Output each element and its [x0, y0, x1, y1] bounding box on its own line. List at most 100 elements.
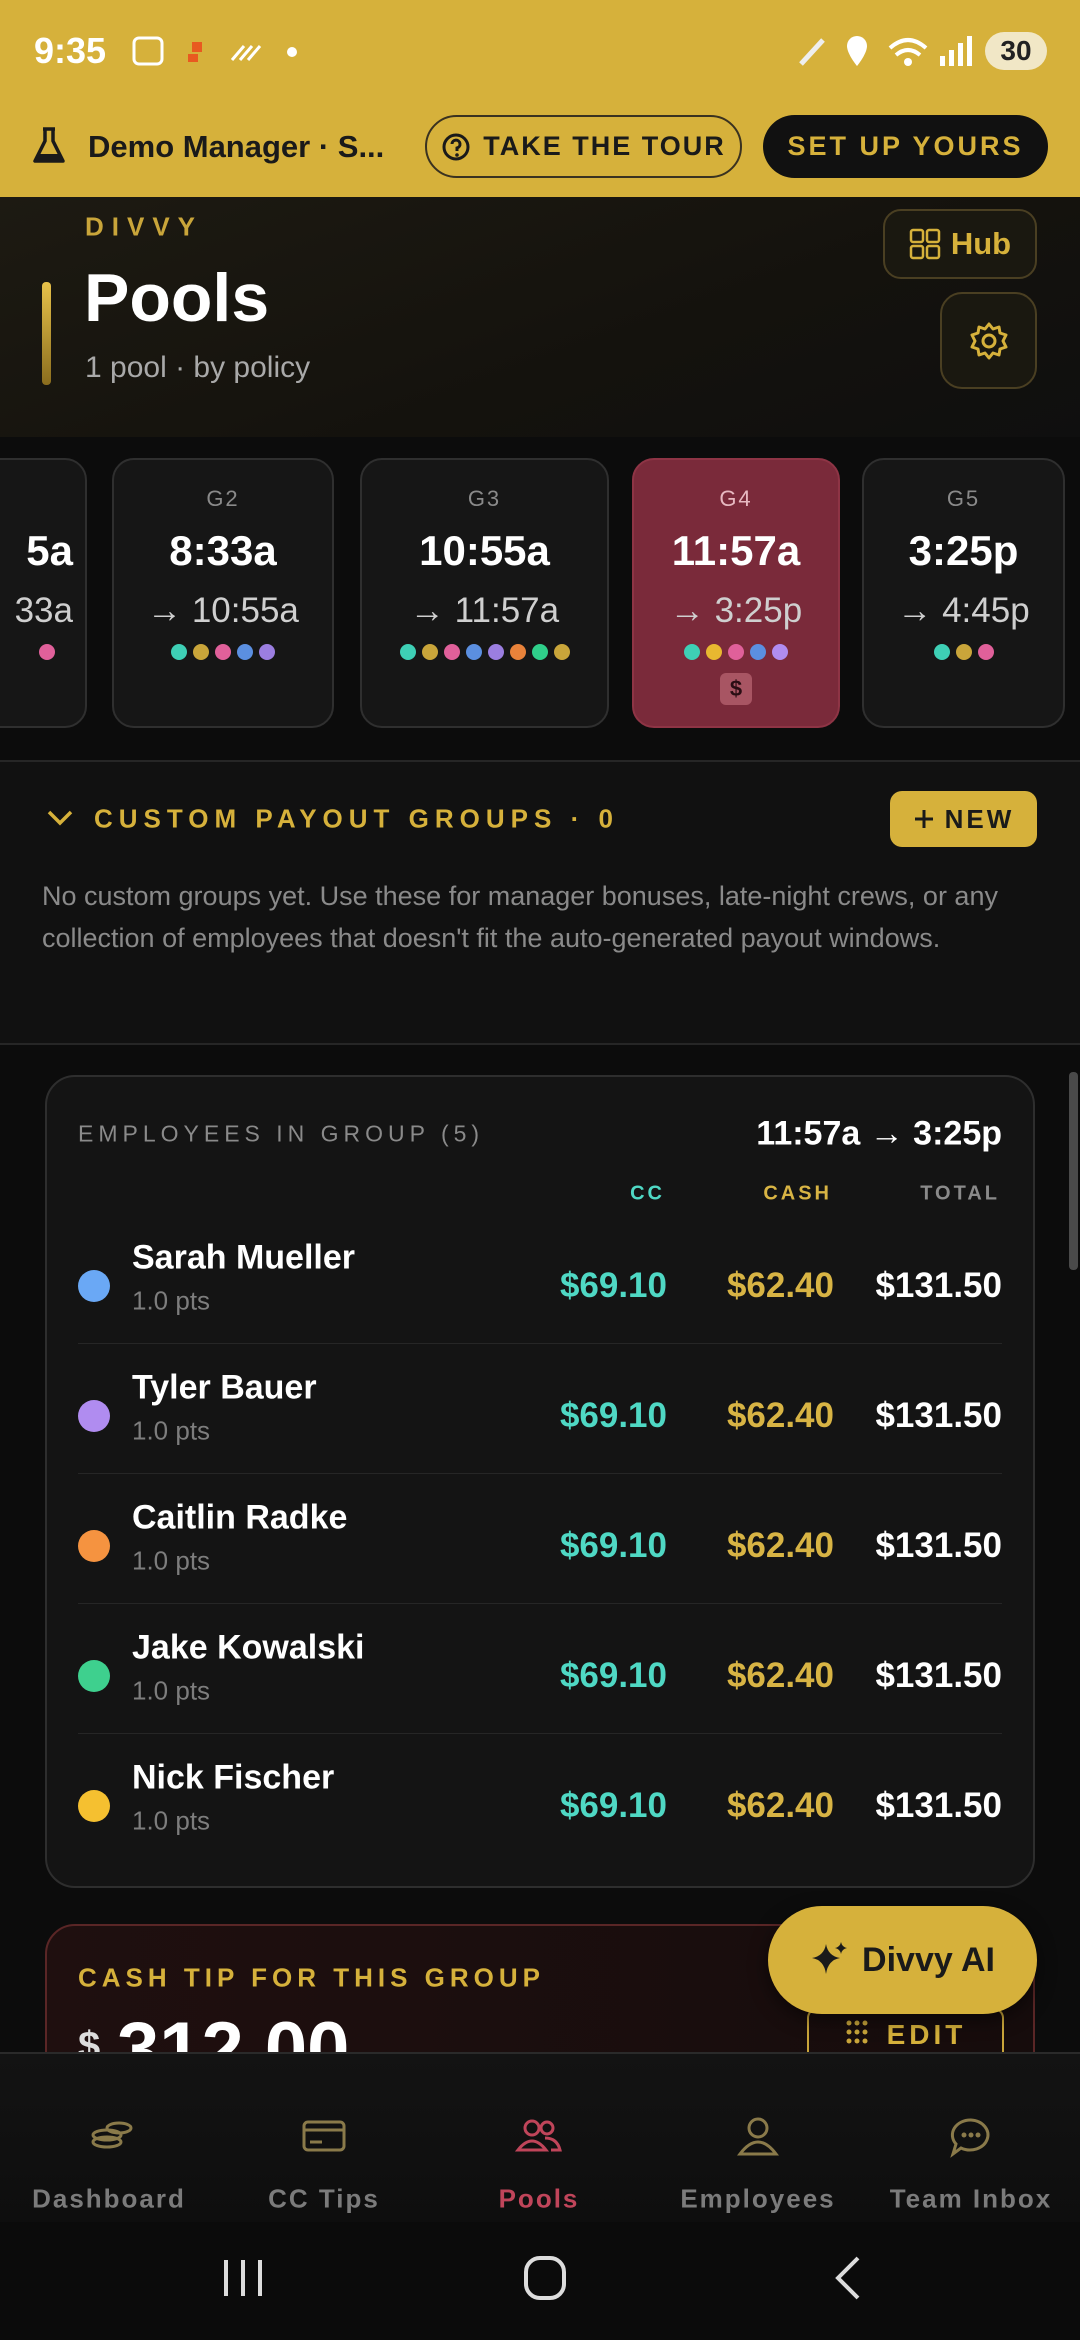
- column-header: CASH: [763, 1182, 832, 1205]
- window-end: → 3:25p: [669, 591, 803, 630]
- page-subtitle: 1 pool · by policy: [85, 351, 311, 384]
- employee-dot: [933, 644, 950, 660]
- window-dots: [634, 644, 838, 660]
- employee-row[interactable]: Sarah Mueller 1.0 pts $69.10 $62.40 $131.50: [78, 1213, 1002, 1344]
- employee-total: $131.50: [875, 1266, 1002, 1305]
- window-label: G2: [206, 486, 240, 511]
- nav-icon: [950, 2118, 990, 2158]
- bottom-nav: Dashboard CC Tips Pools Employees Team Inbox: [0, 2052, 1080, 2224]
- employee-points: 1.0 pts: [132, 1545, 211, 1576]
- window-end: 33a: [14, 591, 73, 630]
- hub-button[interactable]: Hub: [883, 209, 1037, 279]
- employee-dot: [977, 644, 994, 660]
- employee-name: Nick Fischer: [132, 1758, 335, 1797]
- back-button[interactable]: [832, 2254, 864, 2302]
- employee-color-dot: [78, 1530, 110, 1562]
- nav-label: Team Inbox: [889, 2183, 1053, 2214]
- employee-dot: [509, 644, 526, 660]
- employee-row[interactable]: Tyler Bauer 1.0 pts $69.10 $62.40 $131.50: [78, 1343, 1002, 1474]
- employee-dot: [237, 644, 253, 660]
- nav-item[interactable]: Team Inbox: [863, 2054, 1079, 2224]
- nav-item[interactable]: Dashboard: [1, 2054, 217, 2224]
- help-icon: [442, 133, 470, 160]
- nav-label: Pools: [498, 2183, 580, 2214]
- window-dots: [864, 644, 1063, 660]
- nav-item[interactable]: Pools: [431, 2054, 647, 2224]
- employee-total: $131.50: [875, 1396, 1002, 1435]
- employee-dot: [706, 644, 722, 660]
- hub-icon: [909, 228, 941, 260]
- employee-color-dot: [78, 1270, 110, 1302]
- employee-dot: [465, 644, 482, 660]
- window-card[interactable]: 5a 33a: [0, 458, 87, 728]
- scrollbar: [1069, 1072, 1078, 1270]
- employee-name: Sarah Mueller: [132, 1238, 355, 1277]
- page-header: DIVVY Pools 1 pool · by policy Hub: [0, 197, 1080, 437]
- new-group-button[interactable]: NEW: [890, 791, 1037, 847]
- nav-item[interactable]: Employees: [650, 2054, 866, 2224]
- employee-dot: [215, 644, 231, 660]
- nav-label: Dashboard: [32, 2183, 186, 2214]
- home-button[interactable]: [522, 2254, 568, 2302]
- window-dots: [362, 644, 607, 660]
- window-card[interactable]: G5 3:25p → 4:45p: [862, 458, 1065, 728]
- window-card[interactable]: G4 11:57a → 3:25p $: [632, 458, 840, 728]
- status-icons: [132, 36, 297, 66]
- employee-dot: [39, 644, 55, 660]
- employee-dot: [421, 644, 438, 660]
- employee-dot: [259, 644, 275, 660]
- employee-cash: $62.40: [726, 1396, 834, 1435]
- employee-total: $131.50: [875, 1526, 1002, 1565]
- employees-title: EMPLOYEES IN GROUP (5): [78, 1120, 485, 1147]
- custom-groups-description: No custom groups yet. Use these for mana…: [42, 881, 998, 953]
- recents-button[interactable]: [220, 2256, 266, 2300]
- window-dots: [39, 644, 55, 660]
- employee-name: Caitlin Radke: [132, 1498, 348, 1537]
- chevron: [47, 810, 73, 826]
- nav-label: CC Tips: [268, 2183, 380, 2214]
- window-end: → 10:55a: [147, 591, 299, 630]
- window-card[interactable]: G3 10:55a → 11:57a: [360, 458, 609, 728]
- employee-row[interactable]: Caitlin Radke 1.0 pts $69.10 $62.40 $131.50: [78, 1473, 1002, 1604]
- tour-button[interactable]: TAKE THE TOUR: [425, 115, 742, 178]
- employee-cc: $69.10: [559, 1396, 667, 1435]
- assistant-label: Divvy AI: [862, 1940, 995, 1979]
- keypad-icon: [846, 2020, 868, 2044]
- employee-dot: [728, 644, 744, 660]
- settings-button[interactable]: [940, 292, 1037, 389]
- window-dots: [114, 644, 332, 660]
- assistant-button[interactable]: Divvy AI: [768, 1906, 1037, 2014]
- window-label: G5: [946, 486, 981, 511]
- employee-cash: $62.40: [726, 1266, 834, 1305]
- window-badge: $: [720, 673, 752, 705]
- setup-button[interactable]: SET UP YOURS: [763, 115, 1048, 178]
- divider: [0, 1043, 1080, 1045]
- accent-bar: [42, 282, 51, 385]
- employee-row[interactable]: Jake Kowalski 1.0 pts $69.10 $62.40 $131.50: [78, 1603, 1002, 1734]
- nav-icon: [91, 2121, 133, 2149]
- gear-icon: [970, 322, 1007, 359]
- demo-title: Demo Manager · S...: [88, 129, 385, 164]
- employee-row[interactable]: Nick Fischer 1.0 pts $69.10 $62.40 $131.50: [78, 1733, 1002, 1863]
- employee-total: $131.50: [875, 1656, 1002, 1695]
- eyebrow: DIVVY: [85, 211, 204, 242]
- employee-cc: $69.10: [559, 1266, 667, 1305]
- window-end: → 11:57a: [409, 591, 560, 630]
- window-label: G3: [467, 486, 502, 511]
- employee-points: 1.0 pts: [132, 1415, 211, 1446]
- employee-dot: [750, 644, 766, 660]
- battery: 30: [985, 32, 1047, 70]
- nav-item[interactable]: CC Tips: [216, 2054, 432, 2224]
- group-window: 11:57a → 3:25p: [756, 1114, 1002, 1153]
- employee-cc: $69.10: [559, 1526, 667, 1565]
- employee-dot: [531, 644, 548, 660]
- window-card[interactable]: G2 8:33a → 10:55a: [112, 458, 334, 728]
- window-start: 3:25p: [908, 527, 1019, 574]
- employee-dot: [955, 644, 972, 660]
- window-start: 10:55a: [419, 527, 550, 574]
- custom-groups-title[interactable]: CUSTOM PAYOUT GROUPS · 0: [94, 803, 619, 834]
- top-banner: 9:35 30 Demo Manager · S... TAKE THE TOU…: [0, 0, 1080, 197]
- system-nav: [0, 2222, 1080, 2340]
- window-start: 8:33a: [169, 527, 277, 574]
